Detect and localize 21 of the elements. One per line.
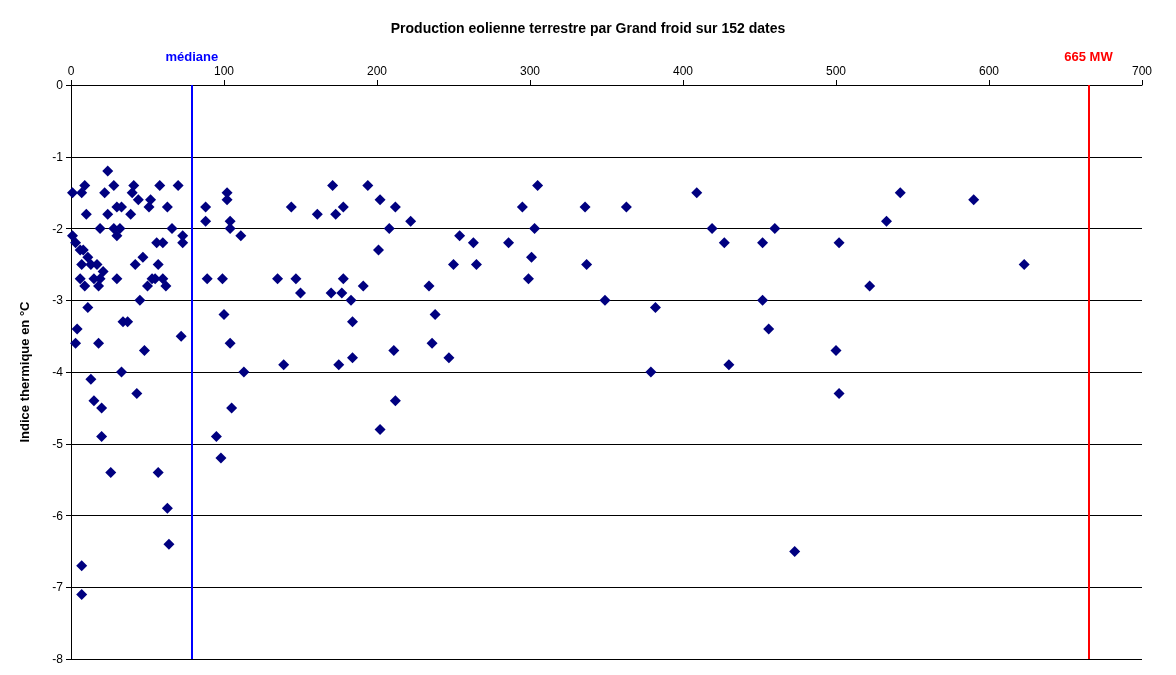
y-tick-label: -2 — [52, 221, 64, 236]
x-tick-label: 100 — [213, 64, 235, 78]
y-tick-label: -6 — [52, 508, 64, 523]
y-tick-label: -1 — [52, 149, 64, 164]
y-tick-label: -5 — [52, 436, 64, 451]
x-tick-label: 600 — [978, 64, 1000, 78]
y-tick-label: -7 — [52, 580, 64, 595]
x-tick-label: 0 — [67, 64, 75, 78]
x-tick-label: 200 — [366, 64, 388, 78]
y-tick-label: 0 — [56, 78, 64, 92]
x-tick-label: 500 — [825, 64, 847, 78]
y-tick-label: -4 — [52, 365, 64, 379]
y-tick-label: -8 — [52, 652, 64, 666]
y-axis-title: Indice thermique en °C — [17, 300, 32, 443]
x-tick-label: 300 — [519, 64, 541, 78]
x-tick-label: 700 — [1131, 64, 1153, 78]
chart-title: Production eolienne terrestre par Grand froid sur 152 dates — [390, 20, 786, 36]
y-tick-label: -3 — [52, 293, 64, 308]
ref-line-label: 665 MW — [1064, 49, 1114, 64]
x-tick-label: 400 — [672, 64, 694, 78]
ref-line-label: médiane — [165, 49, 219, 64]
